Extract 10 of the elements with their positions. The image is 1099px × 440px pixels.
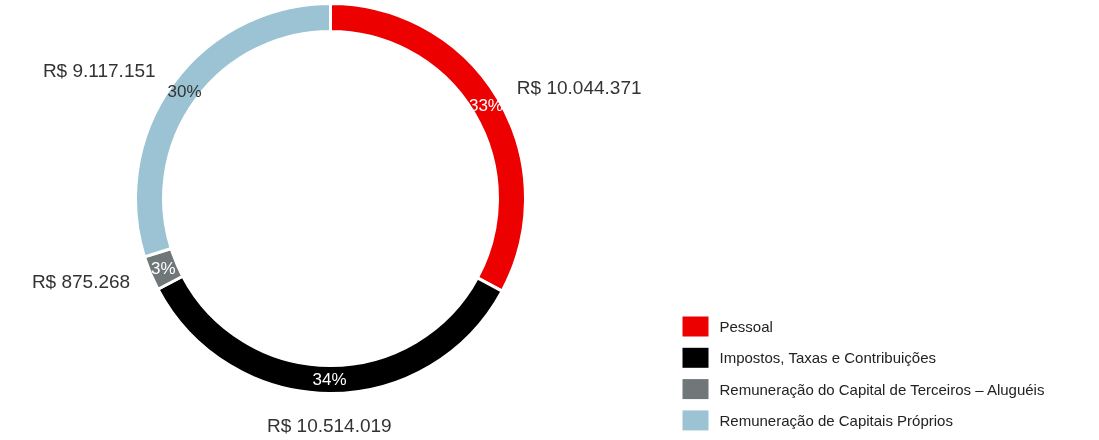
legend-label: Pessoal <box>719 318 773 335</box>
data-label: R$ 875.268 <box>31 271 131 293</box>
data-label: R$ 10.514.019 <box>267 415 392 437</box>
text: 3% <box>151 258 176 278</box>
legend-label: Remuneração de Capitais Próprios <box>719 411 953 429</box>
text: 34% <box>312 370 347 389</box>
legend-label: Remuneração do Capital de Terceiros – Aluguéis <box>719 380 1045 398</box>
legend-label: Impostos, Taxas e Contribuições <box>719 349 936 367</box>
data-label: R$ 10.044.371 <box>516 76 642 98</box>
data-label: R$ 9.117.151 <box>42 59 156 81</box>
